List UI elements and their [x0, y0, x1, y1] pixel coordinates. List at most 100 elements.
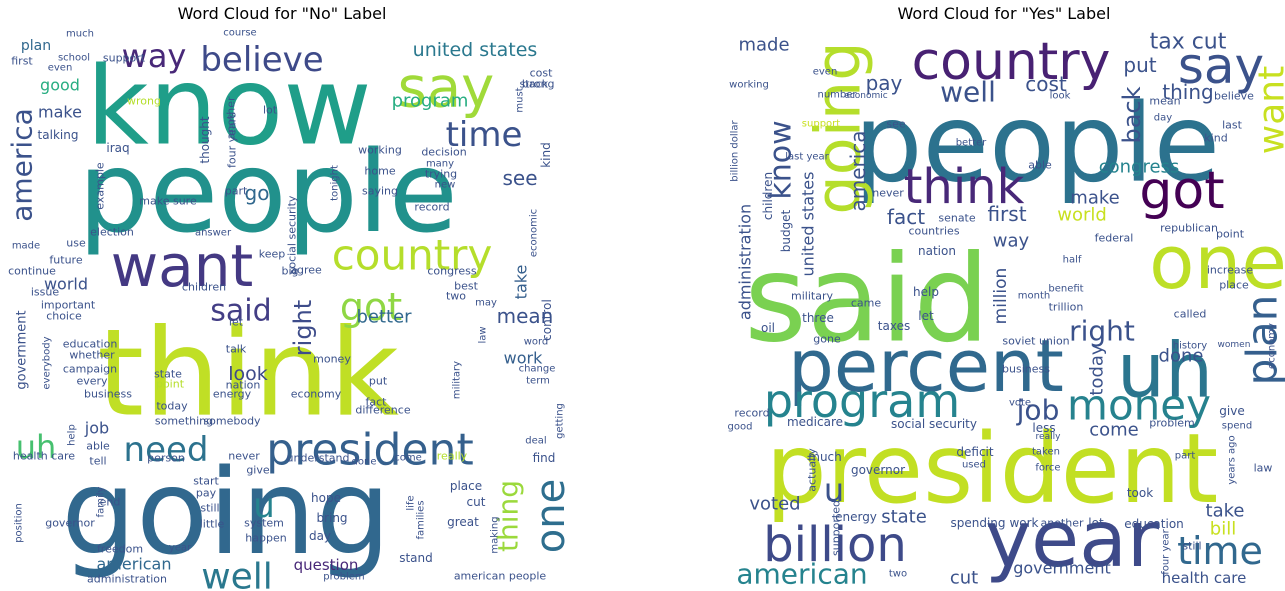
cloud-word-american-people: american people	[454, 570, 547, 583]
cloud-word-give: give	[1219, 404, 1244, 418]
cloud-word-everybody: everybody	[42, 336, 53, 389]
cloud-word-going: going	[802, 41, 875, 214]
cloud-word-children: children	[182, 281, 226, 294]
cloud-word-actually: actually	[806, 448, 819, 492]
cloud-word-year: year	[169, 543, 192, 554]
cloud-word-governor: governor	[45, 517, 95, 530]
cloud-word-year: year	[985, 495, 1160, 585]
cloud-word-one: one	[528, 479, 574, 553]
cloud-word-four-year: four year	[1161, 528, 1172, 574]
cloud-word-support: support	[103, 52, 146, 65]
cloud-word-big: big	[281, 265, 298, 278]
cloud-word-countries: countries	[908, 225, 959, 238]
cloud-word-uh: uh	[16, 428, 57, 466]
cloud-word-election: election	[90, 226, 134, 239]
cloud-word-say: say	[1178, 37, 1264, 95]
cloud-word-go: go	[245, 181, 270, 205]
cloud-word-law: law	[478, 326, 489, 343]
cloud-word-record: record	[414, 201, 449, 214]
cloud-word-cut: cut	[467, 495, 486, 509]
cloud-word-business: business	[1002, 363, 1050, 376]
cloud-word-problem: problem	[1149, 417, 1195, 430]
cloud-word-spending: spending	[950, 516, 1005, 530]
cloud-word-force: force	[1035, 463, 1060, 474]
cloud-word-nation: nation	[918, 244, 956, 258]
cloud-word-america: america	[846, 130, 870, 211]
cloud-word-able: able	[86, 440, 110, 453]
cloud-word-pay: pay	[196, 487, 217, 500]
cloud-word-american: american	[736, 558, 867, 591]
cloud-word-course: course	[223, 28, 256, 39]
cloud-word-something: something	[155, 415, 213, 428]
cloud-word-governor: governor	[851, 463, 905, 477]
cloud-word-place: place	[450, 479, 482, 493]
cloud-word-military: military	[791, 290, 833, 303]
cloud-word-two: two	[889, 569, 907, 580]
cloud-word-education: education	[63, 338, 118, 351]
cloud-word-life: life	[406, 495, 417, 510]
cloud-word-make: make	[38, 103, 82, 122]
cloud-word-stand: stand	[399, 551, 433, 565]
cloud-word-still: still	[200, 502, 219, 515]
cloud-word-well: well	[940, 76, 996, 109]
cloud-word-make: make	[1070, 188, 1119, 209]
cloud-word-thing: thing	[1162, 80, 1213, 104]
cloud-word-make-sure: make sure	[139, 195, 197, 208]
cloud-word-keep: keep	[259, 248, 286, 261]
cloud-word-working: working	[358, 144, 402, 157]
cloud-word-country: country	[332, 231, 493, 280]
cloud-word-hope: hope	[311, 491, 341, 505]
cloud-word-benefit: benefit	[1048, 284, 1083, 295]
cloud-word-good: good	[40, 76, 80, 95]
cloud-word-congress: congress	[1099, 157, 1180, 178]
right-chart-title: Word Cloud for "Yes" Label	[897, 4, 1111, 23]
cloud-word-deficit: deficit	[956, 445, 993, 459]
cloud-word-economic: economic	[529, 209, 540, 257]
cloud-word-answer: answer	[195, 228, 232, 239]
cloud-word-made: made	[738, 35, 789, 56]
cloud-word-one: one	[1149, 220, 1285, 306]
cloud-word-energy: energy	[835, 510, 877, 524]
cloud-word-business: business	[84, 388, 132, 401]
cloud-word-thought: thought	[198, 116, 212, 163]
cloud-word-really: really	[437, 450, 468, 463]
cloud-word-iraq: iraq	[106, 141, 129, 155]
cloud-word-use: use	[66, 237, 86, 250]
cloud-word-way: way	[993, 231, 1030, 252]
cloud-word-lot: lot	[263, 104, 278, 117]
cloud-word-world: world	[1057, 205, 1107, 226]
cloud-word-put: put	[1123, 53, 1156, 77]
cloud-word-choice: choice	[46, 310, 82, 323]
cloud-word-never: never	[872, 187, 904, 200]
cloud-word-put: put	[369, 375, 388, 388]
cloud-word-future: future	[49, 254, 82, 267]
cloud-word-problem: problem	[323, 572, 364, 583]
cloud-word-end: end	[100, 496, 121, 509]
cloud-word-american: american	[97, 555, 172, 574]
cloud-word-think: think	[97, 305, 400, 444]
cloud-word-world: world	[44, 275, 88, 294]
cloud-word-taken: taken	[1032, 447, 1060, 458]
cloud-word-plan: plan	[21, 38, 51, 54]
cloud-word-point: point	[1216, 228, 1245, 241]
cloud-word-little: little	[200, 518, 225, 531]
cloud-word-called: called	[1174, 308, 1207, 321]
cloud-word-first: first	[987, 202, 1026, 226]
cloud-word-say: say	[398, 56, 495, 121]
cloud-word-economy: economy	[291, 388, 342, 401]
cloud-word-help: help	[67, 424, 78, 446]
cloud-word-another: another	[1040, 517, 1083, 530]
cloud-word-bill: bill	[1210, 519, 1236, 540]
cloud-word-tell: tell	[89, 455, 106, 468]
cloud-word-position: position	[14, 503, 25, 543]
cloud-word-united-states: united states	[799, 172, 818, 277]
cloud-word-military: military	[452, 361, 463, 399]
cloud-word-last: last	[1222, 119, 1243, 132]
cloud-word-good: good	[728, 422, 753, 433]
cloud-word-president: president	[766, 413, 1219, 525]
cloud-word-got: got	[1139, 161, 1224, 221]
cloud-word-half: half	[1063, 255, 1082, 266]
cloud-word-supported: supported	[830, 500, 843, 556]
